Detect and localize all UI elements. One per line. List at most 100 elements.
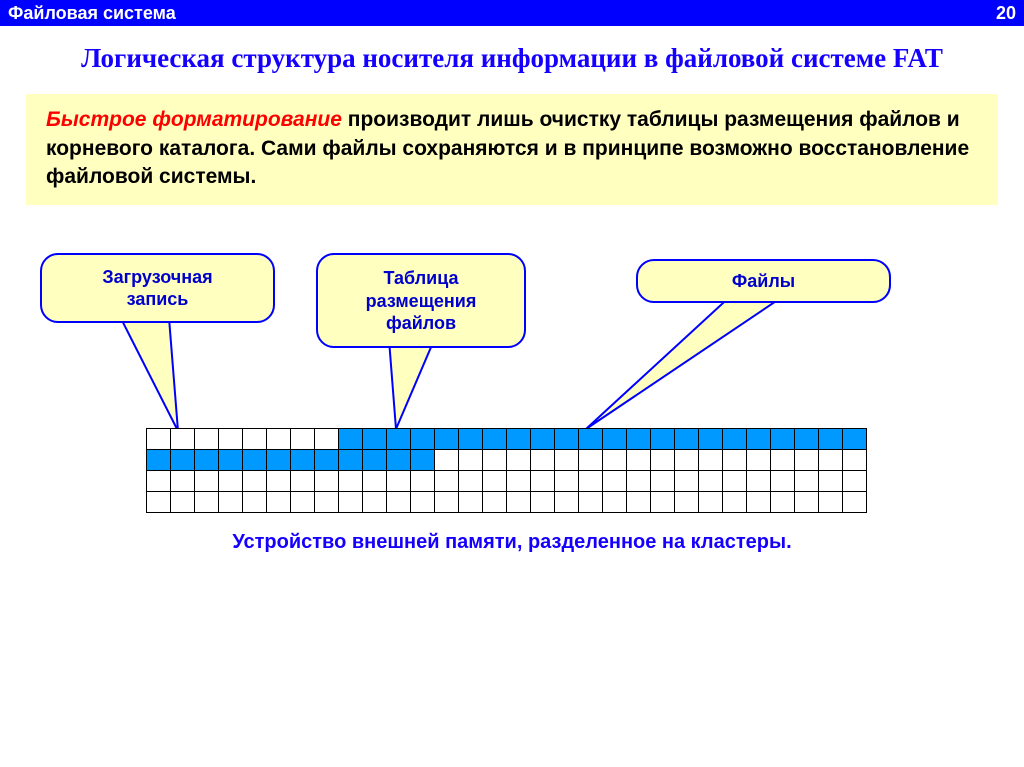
grid-cell [531,450,555,471]
grid-cell [699,492,723,513]
grid-cell [243,492,267,513]
grid-cell [531,471,555,492]
grid-cell [147,429,171,450]
grid-cell [171,450,195,471]
grid-cell [723,492,747,513]
grid-cell [459,492,483,513]
grid-cell [819,471,843,492]
grid-cell [627,429,651,450]
grid-cell [531,429,555,450]
grid-cell [819,450,843,471]
grid-cell [771,429,795,450]
grid-cell [267,450,291,471]
grid-cell [507,429,531,450]
grid-cell [747,471,771,492]
grid-cell [459,450,483,471]
grid-cell [747,492,771,513]
callout-0: Загрузочная запись [40,253,275,323]
grid-cell [363,471,387,492]
grid-cell [435,450,459,471]
grid-cell [555,450,579,471]
grid-cell [339,492,363,513]
grid-cell [195,450,219,471]
main-title: Логическая структура носителя информации… [72,40,952,76]
grid-cell [387,429,411,450]
header-left: Файловая система [8,3,176,24]
grid-cell [627,471,651,492]
grid-cell [411,429,435,450]
grid-cell [699,429,723,450]
grid-cell [675,471,699,492]
grid-cell [315,471,339,492]
grid-cell [243,429,267,450]
grid-cell [675,492,699,513]
grid-cell [219,492,243,513]
grid-cell [771,492,795,513]
grid-cell [699,450,723,471]
grid-cell [843,450,867,471]
grid-cell [267,429,291,450]
grid-cell [483,450,507,471]
grid-cell [459,471,483,492]
grid-cell [243,450,267,471]
callout-2: Файлы [636,259,891,303]
grid-cell [795,450,819,471]
grid-cell [651,429,675,450]
grid-cell [747,429,771,450]
grid-cell [459,429,483,450]
grid-cell [819,429,843,450]
callout-tail-2 [586,301,776,429]
grid-cell [411,450,435,471]
grid-cell [483,429,507,450]
grid-cell [843,471,867,492]
grid-cell [579,429,603,450]
header-bar: Файловая система 20 [0,0,1024,26]
grid-cell [315,429,339,450]
grid-cell [363,450,387,471]
grid-cell [195,492,219,513]
grid-cell [219,429,243,450]
callout-tail-1 [390,346,432,429]
diagram-area: Загрузочная записьТаблица размещения фай… [26,253,998,513]
grid-cell [195,471,219,492]
grid-cell [627,450,651,471]
grid-cell [219,471,243,492]
grid-cell [507,471,531,492]
grid-cell [147,471,171,492]
grid-cell [291,429,315,450]
cluster-grid [146,428,867,513]
grid-cell [507,450,531,471]
grid-cell [267,471,291,492]
info-highlight: Быстрое форматирование [46,108,342,131]
grid-cell [675,429,699,450]
grid-cell [651,492,675,513]
grid-cell [627,492,651,513]
grid-cell [603,492,627,513]
header-right: 20 [996,3,1016,24]
grid-cell [387,492,411,513]
grid-cell [171,492,195,513]
grid-cell [771,450,795,471]
grid-cell [651,471,675,492]
grid-cell [339,471,363,492]
grid-cell [363,429,387,450]
grid-cell [507,492,531,513]
grid-cell [579,471,603,492]
grid-cell [291,450,315,471]
grid-cell [291,471,315,492]
grid-cell [555,492,579,513]
grid-cell [411,492,435,513]
grid-cell [795,471,819,492]
grid-cell [435,492,459,513]
grid-cell [363,492,387,513]
grid-cell [603,429,627,450]
grid-cell [555,429,579,450]
grid-cell [723,429,747,450]
callout-tail-0 [122,321,178,431]
grid-cell [315,450,339,471]
grid-cell [171,429,195,450]
grid-cell [195,429,219,450]
grid-cell [699,471,723,492]
grid-cell [435,429,459,450]
grid-cell [843,429,867,450]
